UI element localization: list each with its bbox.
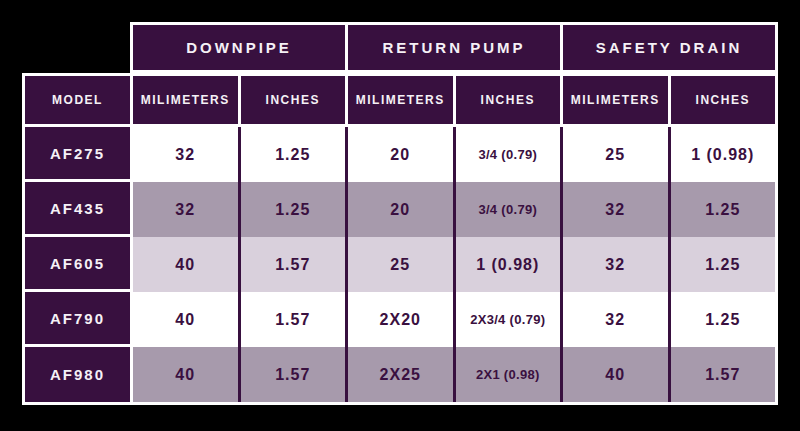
column-header-safety-drain-milimeters: MILIMETERS — [563, 76, 668, 124]
group-header-return-pump: RETURN PUMP — [348, 25, 560, 70]
value-cell: 32 — [133, 127, 238, 182]
model-cell: AF980 — [25, 347, 130, 402]
model-cell: AF605 — [25, 237, 130, 289]
value-cell: 32 — [563, 292, 668, 347]
value-cell: 20 — [348, 182, 453, 237]
column-header-return-pump-inches: INCHES — [456, 76, 561, 124]
value-cell: 1.25 — [241, 182, 346, 237]
value-cell: 25 — [563, 127, 668, 182]
value-cell: 40 — [563, 347, 668, 402]
value-cell: 32 — [563, 237, 668, 292]
value-cell: 1.57 — [241, 292, 346, 347]
column-header-safety-drain-inches: INCHES — [671, 76, 776, 124]
value-cell: 1.25 — [671, 182, 776, 237]
table-group-header-row: DOWNPIPE RETURN PUMP SAFETY DRAIN — [130, 22, 778, 73]
value-cell: 40 — [133, 237, 238, 292]
model-cell: AF275 — [25, 127, 130, 179]
value-cell: 2X3/4 (0.79) — [456, 292, 561, 347]
column-header-downpipe-inches: INCHES — [241, 76, 346, 124]
value-cell: 25 — [348, 237, 453, 292]
table-subheader-row: MODEL MILIMETERS INCHES MILIMETERS INCHE… — [25, 76, 775, 124]
value-cell: 32 — [133, 182, 238, 237]
value-cell: 20 — [348, 127, 453, 182]
value-cell: 2X25 — [348, 347, 453, 402]
value-cell: 1.57 — [671, 347, 776, 402]
value-cell: 32 — [563, 182, 668, 237]
model-cell: AF435 — [25, 182, 130, 234]
value-cell: 1 (0.98) — [456, 237, 561, 292]
table-row: AF435 32 1.25 20 3/4 (0.79) 32 1.25 — [25, 182, 775, 237]
value-cell: 3/4 (0.79) — [456, 127, 561, 182]
value-cell: 1.57 — [241, 237, 346, 292]
column-header-model: MODEL — [25, 76, 130, 124]
value-cell: 1 (0.98) — [671, 127, 776, 182]
value-cell: 1.57 — [241, 347, 346, 402]
table-body: MODEL MILIMETERS INCHES MILIMETERS INCHE… — [22, 73, 778, 405]
model-cell: AF790 — [25, 292, 130, 344]
value-cell: 1.25 — [671, 237, 776, 292]
group-header-safety-drain: SAFETY DRAIN — [563, 25, 775, 70]
table-row: AF790 40 1.57 2X20 2X3/4 (0.79) 32 1.25 — [25, 292, 775, 347]
value-cell: 2X1 (0.98) — [456, 347, 561, 402]
group-header-downpipe: DOWNPIPE — [133, 25, 345, 70]
column-header-return-pump-milimeters: MILIMETERS — [348, 76, 453, 124]
column-header-downpipe-milimeters: MILIMETERS — [133, 76, 238, 124]
value-cell: 40 — [133, 347, 238, 402]
table-row: AF275 32 1.25 20 3/4 (0.79) 25 1 (0.98) — [25, 127, 775, 182]
value-cell: 2X20 — [348, 292, 453, 347]
table-row: AF980 40 1.57 2X25 2X1 (0.98) 40 1.57 — [25, 347, 775, 402]
spec-table-canvas: DOWNPIPE RETURN PUMP SAFETY DRAIN MODEL … — [0, 0, 800, 431]
value-cell: 1.25 — [241, 127, 346, 182]
value-cell: 1.25 — [671, 292, 776, 347]
table-row: AF605 40 1.57 25 1 (0.98) 32 1.25 — [25, 237, 775, 292]
value-cell: 40 — [133, 292, 238, 347]
value-cell: 3/4 (0.79) — [456, 182, 561, 237]
